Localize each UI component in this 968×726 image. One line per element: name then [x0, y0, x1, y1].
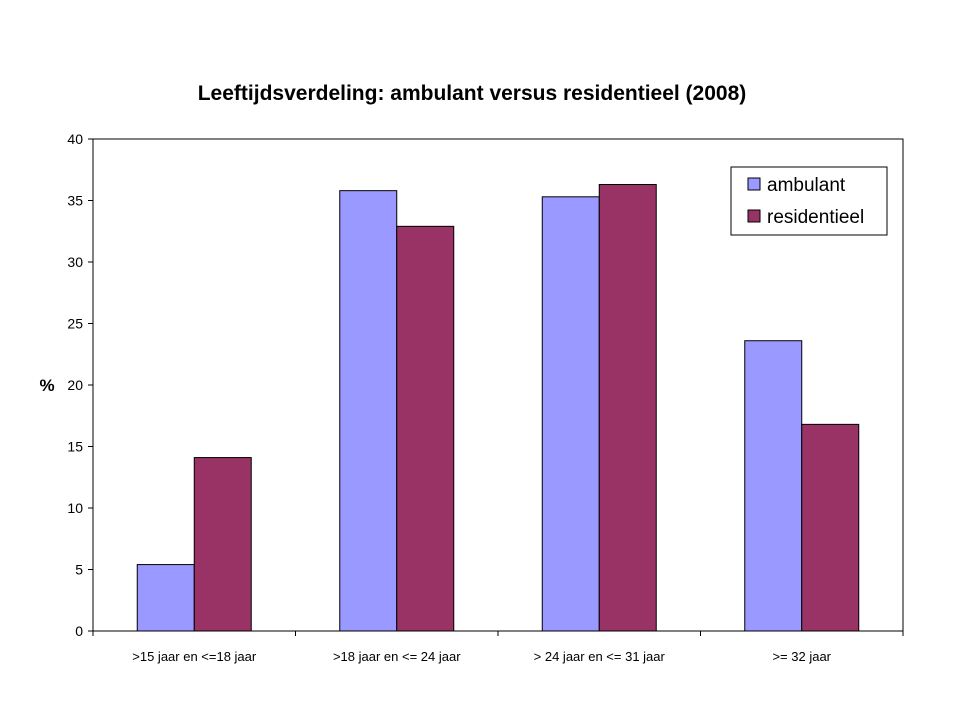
bar-residentieel-2: [598, 184, 657, 632]
bar-residentieel-3: [801, 423, 860, 632]
x-category-label: >18 jaar en <= 24 jaar: [333, 649, 461, 664]
legend-label-ambulant: ambulant: [767, 175, 846, 196]
x-category-label: > 24 jaar en <= 31 jaar: [534, 649, 666, 664]
y-tick-label: 30: [67, 254, 83, 270]
y-tick-label: 0: [75, 623, 83, 639]
y-tick-label: 15: [67, 439, 83, 455]
x-category-label: >15 jaar en <=18 jaar: [132, 649, 257, 664]
bar-ambulant-0: [136, 564, 195, 632]
x-axis: >15 jaar en <=18 jaar >18 jaar en <= 24 j…: [92, 631, 904, 664]
bar-residentieel-1: [396, 225, 455, 632]
bar-residentieel-0: [193, 457, 252, 632]
y-tick-label: 20: [67, 377, 83, 393]
y-tick-label: 10: [67, 500, 83, 516]
bars-group: [136, 184, 860, 632]
bar-ambulant-1: [339, 190, 398, 632]
y-tick-label: 5: [75, 562, 83, 578]
y-tick-label: 25: [67, 316, 83, 332]
legend-swatch-residentieel: [747, 209, 761, 223]
legend: ambulant residentieel: [730, 166, 888, 236]
y-axis-label: %: [39, 376, 54, 395]
y-axis: 0 5 10 15 20 25 30 35 40: [67, 131, 93, 639]
legend-label-residentieel: residentieel: [767, 207, 864, 228]
legend-swatch-ambulant: [747, 177, 761, 191]
y-tick-label: 40: [67, 131, 83, 147]
bar-ambulant-2: [541, 196, 600, 632]
y-tick-label: 35: [67, 193, 83, 209]
chart-title: Leeftijdsverdeling: ambulant versus resi…: [198, 82, 747, 105]
bar-ambulant-3: [744, 340, 803, 632]
x-category-label: >= 32 jaar: [772, 649, 831, 664]
